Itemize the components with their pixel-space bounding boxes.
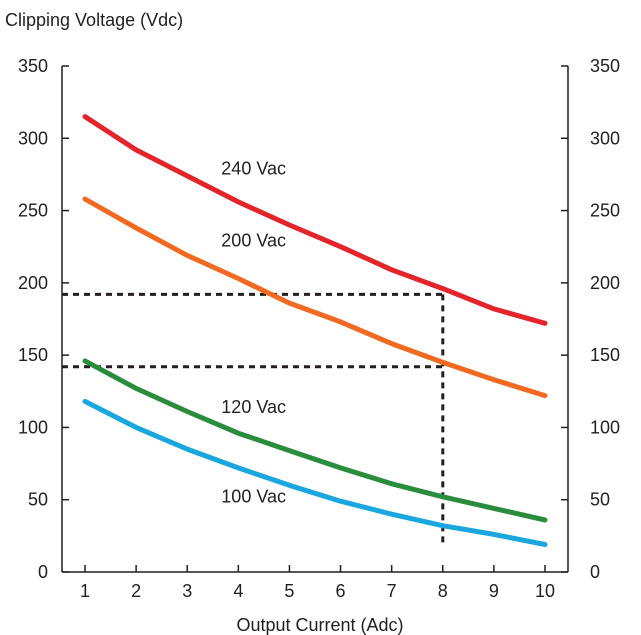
x-tick-label: 1 bbox=[80, 581, 90, 601]
y-tick-label-left: 0 bbox=[38, 562, 48, 582]
y-tick-label-right: 300 bbox=[590, 128, 620, 148]
y-tick-label-left: 250 bbox=[18, 201, 48, 221]
y-tick-label-left: 350 bbox=[18, 56, 48, 76]
x-axis-title: Output Current (Adc) bbox=[236, 615, 403, 635]
y-tick-label-left: 300 bbox=[18, 128, 48, 148]
y-tick-label-left: 100 bbox=[18, 417, 48, 437]
y-tick-label-left: 150 bbox=[18, 345, 48, 365]
x-tick-label: 8 bbox=[438, 581, 448, 601]
y-tick-label-right: 100 bbox=[590, 417, 620, 437]
series-label-120-vac: 120 Vac bbox=[221, 397, 286, 417]
y-tick-label-right: 0 bbox=[590, 562, 600, 582]
x-tick-label: 6 bbox=[336, 581, 346, 601]
y-axis-title: Clipping Voltage (Vdc) bbox=[5, 10, 183, 30]
y-tick-label-right: 150 bbox=[590, 345, 620, 365]
x-tick-label: 9 bbox=[489, 581, 499, 601]
x-tick-label: 2 bbox=[131, 581, 141, 601]
plot-area: 0 0 50 50 100 100 150 150 200 200 250 250 300 300 350 3… bbox=[18, 56, 620, 601]
x-tick-label: 7 bbox=[387, 581, 397, 601]
y-tick-label-right: 250 bbox=[590, 201, 620, 221]
y-tick-label-right: 200 bbox=[590, 273, 620, 293]
series-line-240-vac bbox=[82, 114, 548, 326]
series-line-200-vac bbox=[82, 196, 548, 399]
series-label-200-vac: 200 Vac bbox=[221, 231, 286, 251]
x-tick-label: 5 bbox=[284, 581, 294, 601]
series-line-100-vac bbox=[82, 398, 548, 547]
y-tick-label-left: 50 bbox=[28, 490, 48, 510]
series-line-120-vac bbox=[82, 358, 548, 523]
x-tick-label: 3 bbox=[182, 581, 192, 601]
series-label-100-vac: 100 Vac bbox=[221, 487, 286, 507]
x-tick-label: 10 bbox=[535, 581, 555, 601]
y-tick-label-left: 200 bbox=[18, 273, 48, 293]
x-tick-label: 4 bbox=[233, 581, 243, 601]
y-tick-label-right: 350 bbox=[590, 56, 620, 76]
y-tick-label-right: 50 bbox=[590, 490, 610, 510]
series-label-240-vac: 240 Vac bbox=[221, 158, 286, 178]
